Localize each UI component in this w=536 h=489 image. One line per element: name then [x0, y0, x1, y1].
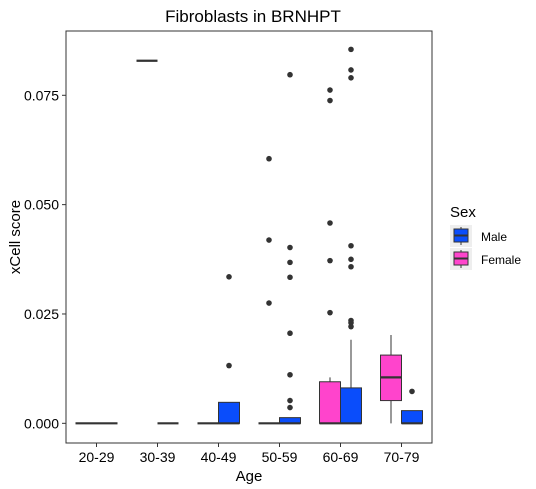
legend-key-female [450, 248, 472, 270]
box-iqr [319, 381, 341, 424]
outlier-point [327, 309, 333, 316]
legend-label-male: Male [481, 230, 507, 244]
outlier-point [348, 46, 354, 53]
outlier-point [348, 319, 354, 326]
legend-title: Sex [450, 204, 476, 221]
outlier-point [348, 74, 354, 81]
x-tick-label: 50-59 [262, 449, 298, 465]
outlier-point [287, 244, 293, 251]
box-female-50-59 [258, 155, 280, 425]
outlier-point [226, 362, 232, 369]
outlier-point [409, 388, 415, 395]
outlier-point [226, 274, 232, 280]
plot-panel [65, 30, 433, 444]
y-tick-label: 0.050 [24, 197, 59, 213]
outlier-point [266, 155, 272, 162]
x-tick-label: 40-49 [201, 449, 237, 465]
box-male-40-49 [218, 274, 240, 425]
outlier-point [348, 263, 354, 270]
outlier-point [327, 257, 333, 264]
outlier-point [327, 97, 333, 104]
outlier-point [327, 87, 333, 93]
x-axis: 20-29 30-39 40-49 50-59 60-69 70-79 [79, 443, 420, 465]
x-tick-label: 30-39 [140, 449, 176, 465]
legend: Sex Male Female [450, 204, 521, 270]
outlier-point [287, 404, 293, 411]
legend-key-male [450, 225, 472, 247]
y-tick-label: 0.000 [24, 415, 59, 431]
x-axis-label: Age [236, 468, 263, 485]
box-iqr [401, 410, 423, 424]
outlier-point [287, 371, 293, 378]
legend-label-female: Female [481, 253, 521, 267]
box-layer [75, 46, 423, 425]
y-tick-label: 0.075 [24, 87, 59, 103]
outlier-point [348, 323, 354, 330]
box-female-70-79 [380, 334, 402, 424]
box-male-60-69 [340, 46, 362, 425]
box-iqr [340, 387, 362, 424]
outlier-point [287, 259, 293, 266]
y-axis-label: xCell score [7, 200, 24, 274]
chart-title: Fibroblasts in BRNHPT [165, 7, 341, 26]
outlier-point [287, 397, 293, 404]
box-male-50-59 [279, 71, 301, 425]
outlier-point [287, 71, 293, 78]
outlier-point [348, 242, 354, 249]
x-tick-label: 60-69 [323, 449, 359, 465]
x-tick-label: 70-79 [384, 449, 420, 465]
y-axis: 0.000 0.025 0.050 0.075 [24, 87, 66, 431]
outlier-point [287, 330, 293, 337]
outlier-point [266, 300, 272, 306]
outlier-point [348, 67, 354, 73]
outlier-point [266, 237, 272, 243]
outlier-point [287, 274, 293, 281]
outlier-point [348, 256, 354, 263]
y-tick-label: 0.025 [24, 306, 59, 322]
box-male-70-79 [401, 388, 423, 425]
box-female-60-69 [319, 87, 341, 425]
box-iqr [218, 401, 240, 424]
x-tick-label: 20-29 [79, 449, 115, 465]
outlier-point [327, 220, 333, 226]
